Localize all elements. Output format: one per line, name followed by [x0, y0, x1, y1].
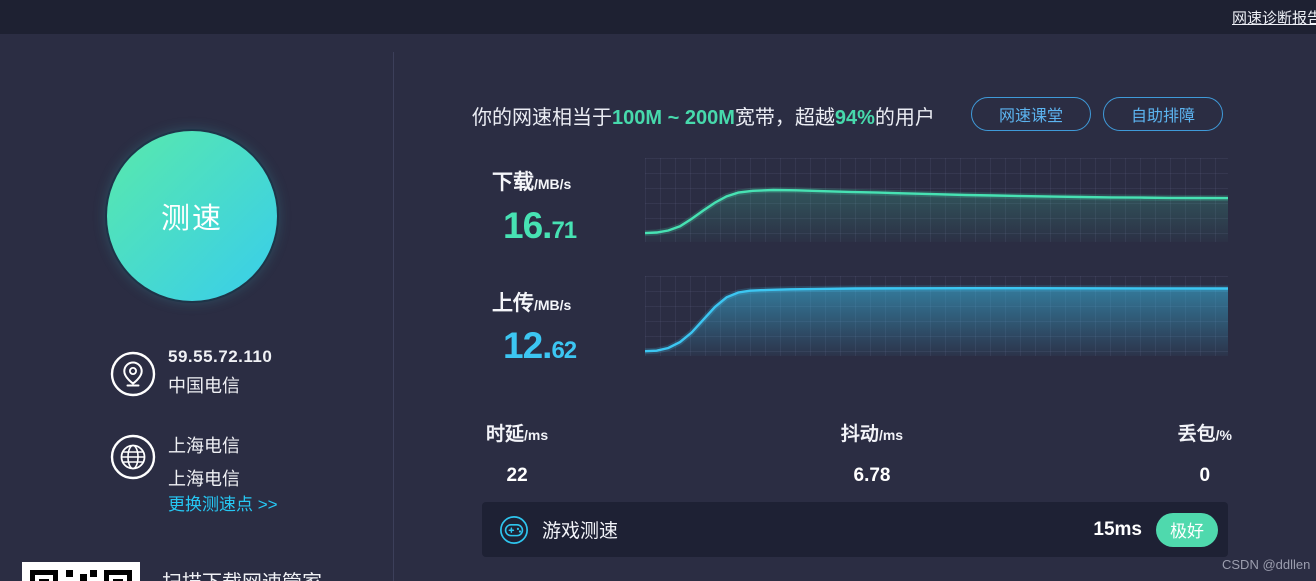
game-test-title: 游戏测速 [542, 521, 619, 542]
isp-name: 中国电信 [168, 376, 240, 396]
ip-address: 59.55.72.110 [168, 347, 273, 366]
speedtest-button-label: 测速 [160, 203, 223, 235]
start-speedtest-button[interactable]: 测速 [107, 131, 277, 301]
change-server-link[interactable]: 更换测速点 >> [168, 495, 278, 514]
qr-code [22, 562, 140, 581]
self-troubleshoot-button[interactable]: 自助排障 [1103, 97, 1223, 131]
summary-suffix: 的用户 [874, 107, 935, 129]
location-pin-icon [110, 351, 156, 397]
jitter-stat: 抖动/ms 6.78 [840, 424, 904, 486]
speed-class-button[interactable]: 网速课堂 [971, 97, 1091, 131]
globe-icon [110, 434, 156, 480]
game-speedtest-row[interactable]: 游戏测速 15ms 极好 [482, 502, 1228, 557]
summary-bandwidth: 100M ~ 200M [612, 107, 735, 129]
qr-caption: 扫描下载网速管家 [162, 566, 322, 581]
summary-middle: 宽带，超越 [734, 107, 835, 129]
download-chart [645, 158, 1228, 242]
packet-loss-value: 0 [1199, 465, 1211, 486]
download-value: 16.71 [503, 205, 577, 246]
top-bar: 网速诊断报告 [0, 0, 1316, 34]
upload-label: 上传/MB/s [492, 292, 572, 315]
server-provider: 上海电信 [168, 436, 240, 456]
packet-loss-stat: 丢包/% 0 [1177, 424, 1232, 486]
summary-prefix: 你的网速相当于 [472, 107, 612, 129]
latency-value: 22 [506, 465, 528, 486]
vertical-divider [393, 52, 394, 581]
game-rating-badge: 极好 [1156, 512, 1218, 547]
upload-value: 12.62 [503, 325, 577, 366]
upload-chart [645, 276, 1228, 356]
jitter-value: 6.78 [853, 465, 891, 486]
download-label: 下载/MB/s [492, 171, 572, 194]
gamepad-icon [500, 515, 528, 544]
speed-summary: 你的网速相当于100M ~ 200M宽带，超越94%的用户 [472, 101, 935, 130]
latency-stat: 时延/ms 22 [486, 424, 549, 486]
summary-percent: 94% [834, 107, 875, 129]
watermark: CSDN @ddllen [1222, 557, 1311, 572]
network-diagnosis-report-link[interactable]: 网速诊断报告 [1232, 10, 1316, 27]
server-node: 上海电信 [168, 469, 240, 489]
game-latency: 15ms [1093, 518, 1142, 540]
